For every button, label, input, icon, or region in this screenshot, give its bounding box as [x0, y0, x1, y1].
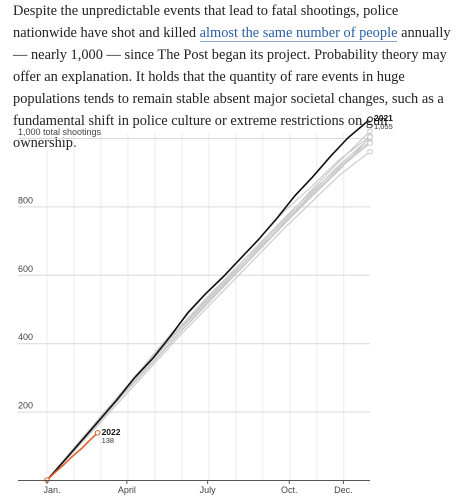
series-end-marker	[367, 128, 373, 134]
x-tick-label: Jan.	[43, 485, 60, 495]
series-value-label: 1,055	[374, 122, 393, 131]
x-tick-label: Oct.	[281, 485, 298, 495]
axes: 200 400 600 800 1,000 total shootings Jan. Apr…	[18, 127, 370, 495]
paragraph-text-before: Despite the unpredictable events that le…	[13, 3, 399, 41]
series-line-2022	[46, 432, 99, 481]
series-end-marker	[94, 430, 101, 436]
grid-lines	[18, 133, 370, 480]
x-tick-label: July	[200, 485, 217, 495]
series-end-marker	[367, 134, 373, 140]
series-name-label: 2022	[102, 427, 121, 437]
series-line-2021	[46, 118, 371, 481]
prior-year-line	[46, 151, 371, 481]
y-tick-label: 600	[18, 264, 33, 274]
series-end-marker	[367, 140, 373, 146]
y-tick-label: 200	[18, 401, 33, 411]
series-end-marker	[367, 148, 373, 155]
x-tick-label: April	[118, 485, 136, 495]
series-name-label: 2021	[374, 113, 393, 123]
series-end-marker	[367, 116, 373, 122]
x-tick-label: Dec.	[334, 485, 353, 495]
series-value-label: 138	[102, 436, 115, 445]
y-tick-label: 400	[18, 332, 33, 342]
prior-year-lines	[46, 128, 373, 481]
y-tick-label: 800	[18, 195, 33, 205]
article-link[interactable]: almost the same number of people	[199, 25, 398, 42]
y-tick-label: 1,000 total shootings	[18, 127, 102, 137]
